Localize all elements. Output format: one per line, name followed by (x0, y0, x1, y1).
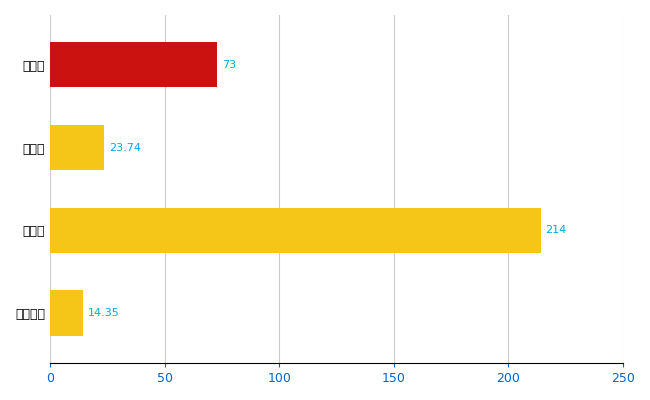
Text: 23.74: 23.74 (109, 142, 141, 152)
Text: 73: 73 (222, 60, 236, 70)
Bar (50, 42, 217, 88)
Text: 14.35: 14.35 (87, 308, 119, 318)
Text: 214: 214 (545, 226, 566, 236)
Bar (50, 125, 104, 170)
Bar (50, 208, 541, 253)
Bar (50, 290, 83, 336)
